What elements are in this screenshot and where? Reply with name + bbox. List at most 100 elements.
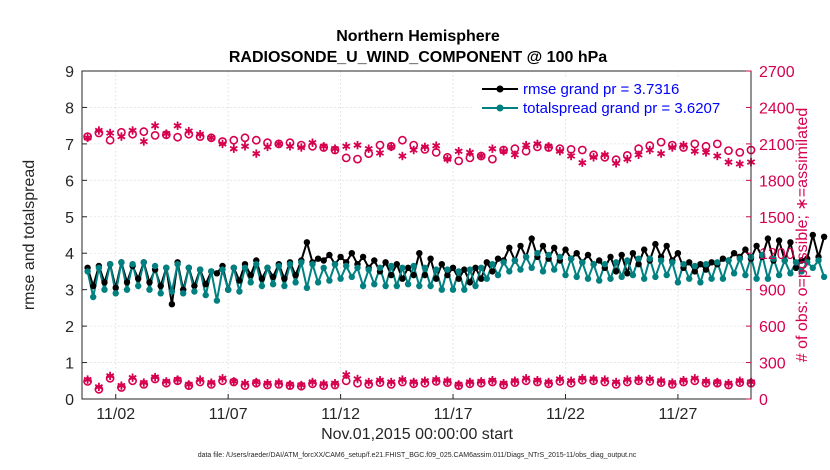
y-tick-label-left: 3 — [65, 283, 74, 300]
totalspread-point — [528, 264, 535, 271]
totalspread-point — [792, 259, 800, 266]
rmse-point — [303, 239, 311, 246]
rmse-point — [348, 250, 355, 257]
totalspread-point — [382, 282, 389, 290]
obs-assimilated-point — [195, 375, 205, 384]
rmse-point — [551, 244, 558, 251]
rmse-point — [382, 259, 389, 266]
totalspread-point — [151, 262, 159, 270]
obs-assimilated-point — [184, 380, 193, 389]
rmse-point — [607, 253, 614, 261]
obs-assimilated-point — [420, 376, 430, 385]
totalspread-point — [393, 282, 400, 290]
totalspread-point — [348, 273, 355, 281]
totalspread-point — [286, 261, 294, 268]
totalspread-point — [444, 266, 451, 273]
obs-assimilated-point — [522, 140, 531, 150]
rmse-point — [584, 251, 592, 259]
obs-assimilated-point — [353, 374, 362, 384]
y-tick-label-left: 0 — [65, 392, 74, 409]
totalspread-point — [354, 264, 361, 271]
rmse-point — [433, 275, 440, 282]
y-tick-label-right: 900 — [759, 283, 786, 300]
totalspread-point — [314, 279, 322, 286]
totalspread-point — [708, 275, 715, 282]
rmse-point — [455, 275, 462, 282]
obs-assimilated-point — [634, 150, 643, 159]
rmse-point — [719, 255, 727, 262]
totalspread-point — [303, 284, 311, 291]
y-tick-label-right: 300 — [759, 356, 786, 373]
obs-assimilated-point — [724, 379, 733, 388]
rmse-point — [730, 250, 738, 257]
totalspread-point — [556, 253, 564, 261]
obs-assimilated-point — [735, 159, 744, 169]
y-tick-label-right: 2700 — [759, 64, 795, 81]
obs-assimilated-point — [623, 154, 632, 164]
obs-assimilated-point — [656, 149, 666, 158]
totalspread-point — [472, 282, 479, 290]
totalspread-point — [298, 259, 305, 266]
totalspread-point — [725, 257, 732, 264]
rmse-point — [292, 271, 299, 279]
obs-assimilated-point — [600, 375, 609, 384]
obs-assimilated-point — [420, 142, 430, 152]
totalspread-point — [101, 286, 108, 293]
obs-possible-point — [105, 135, 115, 145]
totalspread-point — [281, 282, 288, 290]
rmse-point — [112, 284, 119, 291]
rmse-point — [489, 268, 496, 275]
totalspread-point — [264, 264, 271, 271]
totalspread-point — [174, 261, 181, 268]
totalspread-point — [612, 259, 620, 266]
rmse-point — [792, 264, 800, 271]
obs-possible-point — [375, 140, 385, 150]
rmse-point — [478, 275, 485, 282]
obs-assimilated-point — [252, 377, 261, 387]
rmse-point — [809, 231, 816, 239]
rmse-point — [236, 277, 243, 284]
x-tick-label: 11/17 — [434, 406, 473, 423]
legend-rmse-marker — [496, 85, 504, 93]
obs-assimilated-point — [589, 153, 598, 162]
totalspread-point — [719, 275, 727, 282]
totalspread-point — [489, 261, 496, 268]
totalspread-point — [781, 257, 788, 264]
legend-box — [474, 77, 746, 119]
rmse-point — [359, 253, 367, 261]
obs-assimilated-point — [207, 378, 216, 387]
obs-assimilated-point — [263, 142, 272, 152]
totalspread-point — [770, 255, 777, 262]
obs-assimilated-point — [330, 379, 340, 388]
obs-assimilated-point — [566, 376, 576, 385]
obs-assimilated-point — [713, 151, 722, 161]
totalspread-point — [736, 255, 743, 262]
x-tick-label: 11/07 — [209, 406, 248, 423]
totalspread-point — [253, 261, 260, 268]
obs-assimilated-point — [522, 374, 531, 383]
rmse-point — [421, 271, 429, 279]
totalspread-point — [691, 262, 698, 270]
totalspread-point — [753, 275, 760, 282]
rmse-point — [466, 279, 474, 286]
totalspread-point — [567, 255, 575, 262]
obs-assimilated-point — [555, 147, 564, 156]
obs-possible-point — [712, 139, 722, 149]
totalspread-point — [247, 279, 254, 286]
obs-assimilated-point — [83, 133, 92, 142]
rmse-point — [404, 264, 412, 271]
rmse-point — [269, 273, 277, 281]
obs-assimilated-point — [240, 379, 250, 388]
totalspread-point — [562, 271, 569, 279]
obs-assimilated-point — [274, 139, 283, 149]
obs-assimilated-point — [454, 380, 463, 389]
totalspread-point — [455, 268, 462, 275]
chart-title: Northern Hemisphere — [336, 28, 500, 45]
rmse-point — [337, 253, 344, 261]
totalspread-point — [135, 282, 142, 290]
totalspread-point — [123, 286, 131, 293]
obs-assimilated-point — [679, 140, 688, 150]
obs-assimilated-point — [308, 138, 317, 147]
rmse-point — [247, 271, 254, 279]
obs-assimilated-point — [375, 376, 385, 385]
